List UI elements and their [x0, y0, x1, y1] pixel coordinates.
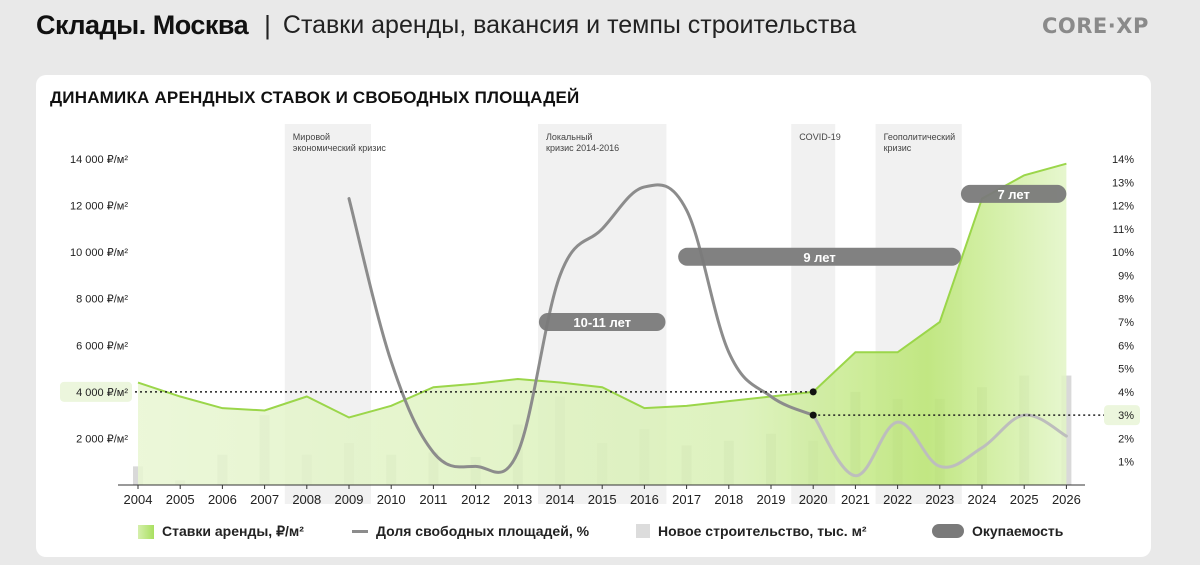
y-left-tick-label: 2 000 ₽/м² — [76, 433, 128, 445]
crisis-label: Геополитический — [884, 132, 956, 142]
y-right-tick-label: 4% — [1118, 387, 1134, 399]
legend-label: Ставки аренды, ₽/м² — [162, 523, 304, 539]
x-tick-label: 2014 — [546, 492, 575, 507]
legend-label: Новое строительство, тыс. м² — [658, 523, 867, 539]
x-tick-label: 2022 — [883, 492, 912, 507]
x-tick-label: 2021 — [841, 492, 870, 507]
rent-area — [138, 163, 1067, 485]
legend-label: Окупаемость — [972, 523, 1064, 539]
legend-swatch — [932, 524, 964, 538]
payback-pill — [678, 247, 961, 266]
y-right-tick-label: 9% — [1118, 270, 1134, 282]
payback-pill — [960, 184, 1067, 203]
title-separator: | — [264, 9, 271, 40]
x-tick-label: 2006 — [208, 492, 237, 507]
y-right-tick-label: 14% — [1112, 154, 1134, 166]
x-tick-label: 2024 — [968, 492, 997, 507]
legend-swatch — [352, 529, 368, 533]
y-right-tick-label: 13% — [1112, 177, 1134, 189]
x-tick-label: 2018 — [714, 492, 743, 507]
x-tick-label: 2010 — [377, 492, 406, 507]
x-tick-label: 2020 — [799, 492, 828, 507]
page-header: Склады. Москва | Ставки аренды, вакансия… — [36, 8, 856, 42]
y-left-tick-label: 12 000 ₽/м² — [70, 201, 128, 213]
x-tick-label: 2007 — [250, 492, 279, 507]
payback-label: 9 лет — [803, 250, 835, 265]
legend-item: Ставки аренды, ₽/м² — [138, 523, 304, 540]
rent-line — [137, 162, 1067, 419]
x-tick-label: 2015 — [588, 492, 617, 507]
y-right-tick-label: 1% — [1118, 457, 1134, 469]
y-right-tick-label: 10% — [1112, 247, 1134, 259]
x-tick-label: 2019 — [757, 492, 786, 507]
x-tick-label: 2011 — [419, 492, 447, 507]
y-right-tick-label: 7% — [1118, 317, 1134, 329]
crisis-label: кризис — [884, 143, 912, 153]
legend-swatch — [636, 524, 650, 538]
crisis-label: кризис 2014-2016 — [546, 143, 619, 153]
x-tick-label: 2008 — [292, 492, 321, 507]
y-left-tick-label: 8 000 ₽/м² — [76, 294, 128, 306]
rent-marker-label: 4 000 ₽/м² — [76, 387, 128, 399]
legend-label: Доля свободных площадей, % — [376, 523, 590, 539]
x-tick-label: 2025 — [1010, 492, 1039, 507]
x-tick-label: 2013 — [503, 492, 532, 507]
chart-title: ДИНАМИКА АРЕНДНЫХ СТАВОК И СВОБОДНЫХ ПЛО… — [50, 88, 580, 107]
vacancy-marker-label: 3% — [1118, 410, 1134, 422]
vacancy-line — [347, 183, 815, 474]
y-right-tick-label: 11% — [1113, 224, 1134, 236]
payback-pill — [538, 313, 666, 331]
x-tick-label: 2004 — [124, 492, 153, 507]
y-right-tick-label: 6% — [1118, 340, 1134, 352]
x-tick-label: 2023 — [925, 492, 954, 507]
y-left-tick-label: 14 000 ₽/м² — [70, 154, 128, 166]
page-title: Склады. Москва — [36, 9, 249, 40]
rent-marker-dot — [809, 388, 817, 396]
crisis-label: Локальный — [546, 132, 592, 142]
x-tick-label: 2012 — [461, 492, 490, 507]
y-right-tick-label: 2% — [1118, 433, 1134, 445]
y-left-tick-label: 6 000 ₽/м² — [76, 340, 128, 352]
crisis-label: Мировой — [293, 132, 330, 142]
x-tick-label: 2005 — [166, 492, 195, 507]
rent-marker-bg — [60, 381, 132, 402]
crisis-label: COVID-19 — [799, 132, 841, 142]
y-right-tick-label: 12% — [1112, 201, 1134, 213]
y-right-tick-label: 8% — [1118, 294, 1134, 306]
page-subtitle: Ставки аренды, вакансия и темпы строител… — [282, 10, 857, 39]
crisis-label: экономический кризис — [293, 143, 387, 153]
legend-item: Новое строительство, тыс. м² — [636, 523, 867, 539]
vacancy-marker-bg — [1104, 405, 1140, 426]
x-tick-label: 2016 — [630, 492, 659, 507]
brand-logo: CORE·XP — [1042, 14, 1149, 38]
vacancy-marker-dot — [809, 411, 817, 419]
y-right-tick-label: 5% — [1118, 364, 1134, 376]
x-tick-label: 2026 — [1052, 492, 1081, 507]
y-left-tick-label: 10 000 ₽/м² — [70, 247, 128, 259]
legend-swatch — [138, 524, 154, 539]
x-tick-label: 2009 — [335, 492, 364, 507]
legend-item: Окупаемость — [932, 523, 1063, 539]
payback-label: 10-11 лет — [573, 315, 631, 330]
legend-item: Доля свободных площадей, % — [352, 523, 589, 539]
payback-label: 7 лет — [997, 187, 1029, 202]
x-tick-label: 2017 — [672, 492, 701, 507]
